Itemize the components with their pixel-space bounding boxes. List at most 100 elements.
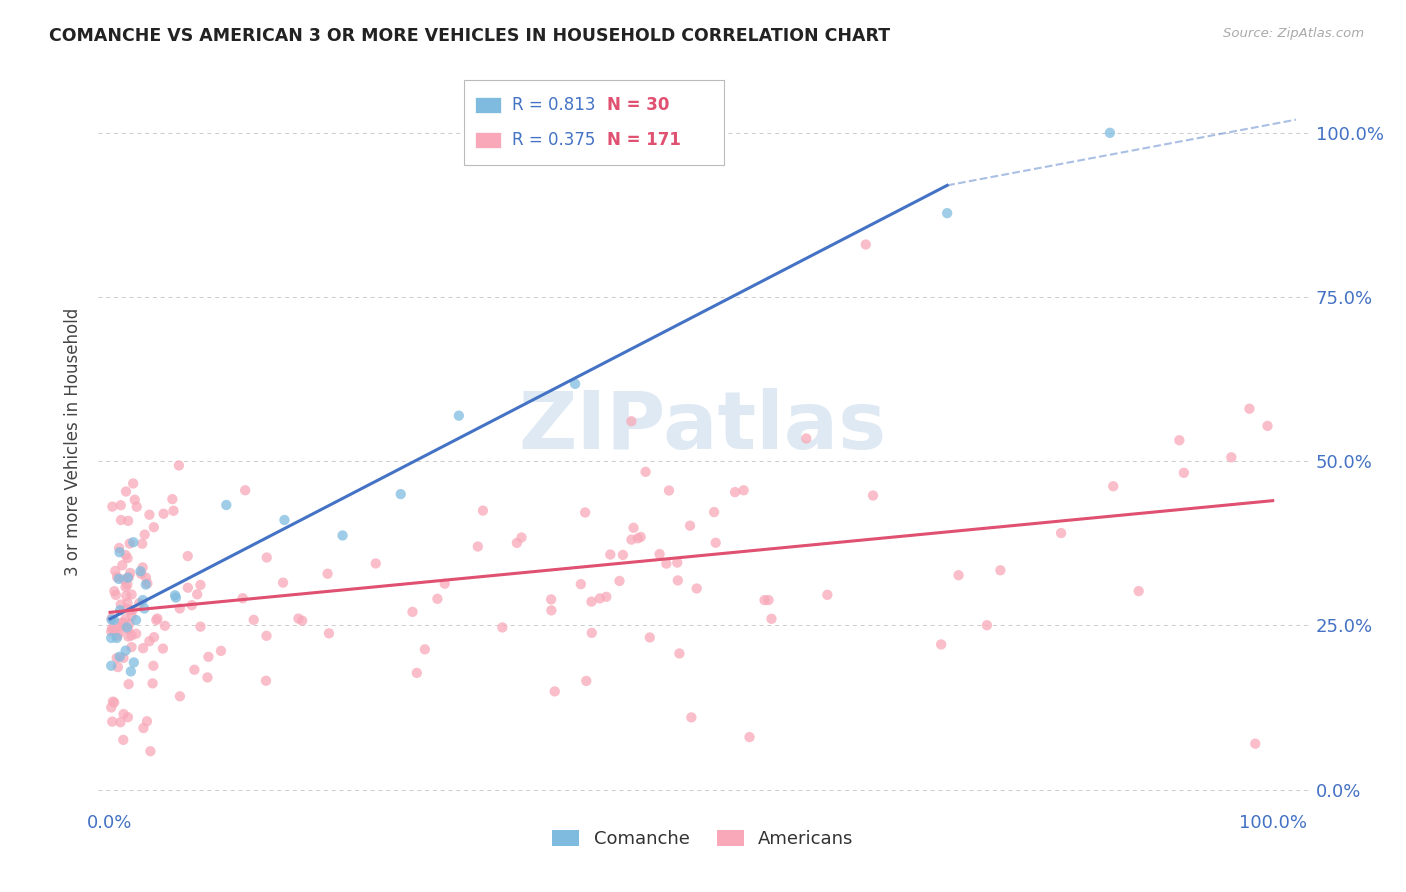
Comanche <box>273 513 295 527</box>
Americans <box>401 605 423 619</box>
Americans <box>118 616 141 631</box>
Americans <box>103 584 125 599</box>
Americans <box>761 612 783 626</box>
Americans <box>136 576 159 591</box>
Comanche <box>125 613 148 627</box>
Americans <box>467 540 489 554</box>
Americans <box>111 615 134 630</box>
Americans <box>114 548 136 562</box>
Text: Source: ZipAtlas.com: Source: ZipAtlas.com <box>1223 27 1364 40</box>
Americans <box>100 611 122 625</box>
Americans <box>143 630 166 644</box>
Americans <box>112 651 135 665</box>
Americans <box>131 537 153 551</box>
Americans <box>1244 737 1267 751</box>
Americans <box>117 596 139 610</box>
Comanche <box>132 593 155 607</box>
Comanche <box>108 603 131 617</box>
Americans <box>138 634 160 648</box>
Americans <box>197 670 219 684</box>
Americans <box>855 237 877 252</box>
Americans <box>112 706 135 721</box>
Americans <box>136 714 159 729</box>
Americans <box>115 589 138 603</box>
Americans <box>990 563 1012 577</box>
Americans <box>426 591 449 606</box>
Americans <box>1220 450 1243 465</box>
Americans <box>117 551 139 566</box>
Americans <box>101 714 124 729</box>
Americans <box>612 548 634 562</box>
Comanche <box>163 588 186 602</box>
Comanche <box>936 206 959 220</box>
Americans <box>142 676 165 690</box>
Americans <box>110 513 132 527</box>
Americans <box>110 715 132 730</box>
Americans <box>107 660 129 674</box>
Text: N = 30: N = 30 <box>607 96 669 114</box>
Americans <box>569 577 592 591</box>
Americans <box>107 629 129 643</box>
Y-axis label: 3 or more Vehicles in Household: 3 or more Vehicles in Household <box>65 308 83 575</box>
Americans <box>256 550 278 565</box>
Comanche <box>129 564 152 578</box>
Comanche <box>117 571 139 585</box>
Americans <box>581 594 603 608</box>
Americans <box>118 536 141 550</box>
Americans <box>433 576 456 591</box>
Americans <box>738 730 761 744</box>
Americans <box>117 677 139 691</box>
Americans <box>686 582 709 596</box>
Americans <box>544 684 567 698</box>
Americans <box>815 588 838 602</box>
Americans <box>177 581 200 595</box>
Americans <box>128 596 150 610</box>
Americans <box>121 603 143 617</box>
Americans <box>118 570 141 584</box>
Americans <box>167 458 190 473</box>
Americans <box>101 500 124 514</box>
Americans <box>121 609 143 624</box>
Americans <box>169 690 191 704</box>
Comanche <box>105 631 128 645</box>
Americans <box>153 619 176 633</box>
Americans <box>117 630 139 644</box>
Americans <box>103 623 125 637</box>
Americans <box>471 503 494 517</box>
Comanche <box>135 577 157 591</box>
Comanche <box>1098 126 1121 140</box>
Comanche <box>165 591 187 605</box>
Americans <box>630 530 652 544</box>
Americans <box>575 673 598 688</box>
Americans <box>117 514 139 528</box>
Americans <box>115 484 138 499</box>
Americans <box>1173 466 1195 480</box>
Americans <box>112 573 135 587</box>
Americans <box>124 492 146 507</box>
Comanche <box>114 643 136 657</box>
Comanche <box>108 649 131 664</box>
Comanche <box>447 409 470 423</box>
Americans <box>121 640 143 654</box>
Americans <box>115 601 138 615</box>
Americans <box>209 644 232 658</box>
Americans <box>120 566 142 580</box>
Americans <box>100 700 122 714</box>
Americans <box>120 603 142 617</box>
Americans <box>117 578 139 592</box>
Americans <box>271 575 294 590</box>
Americans <box>162 504 184 518</box>
Americans <box>152 507 174 521</box>
Text: ZIPatlas: ZIPatlas <box>519 388 887 467</box>
Americans <box>574 506 596 520</box>
Americans <box>139 744 162 758</box>
Americans <box>110 598 132 612</box>
Comanche <box>564 376 586 391</box>
Americans <box>948 568 970 582</box>
Americans <box>491 620 513 634</box>
Americans <box>405 665 427 680</box>
Americans <box>122 476 145 491</box>
Americans <box>121 628 143 642</box>
Americans <box>666 556 689 570</box>
Americans <box>733 483 755 498</box>
